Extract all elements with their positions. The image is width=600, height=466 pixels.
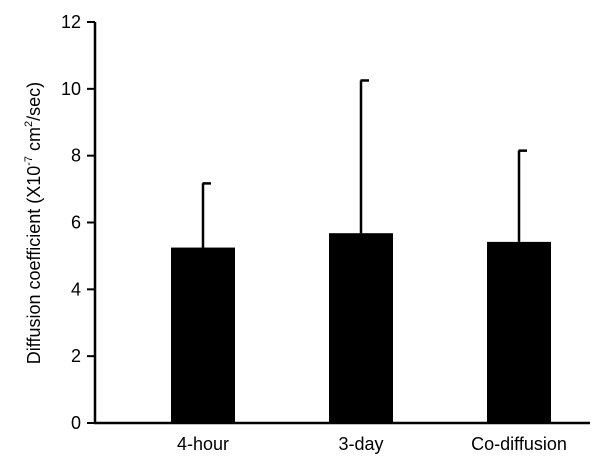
x-category-labels: 4-hour 3-day Co-diffusion xyxy=(177,434,567,454)
bars-layer xyxy=(171,233,551,423)
y-ticks-layer: 0 2 4 6 8 10 12 xyxy=(61,12,95,433)
y-tick-label: 0 xyxy=(71,413,81,433)
x-category-label: Co-diffusion xyxy=(471,434,567,454)
bar xyxy=(171,247,235,423)
y-axis-label-unit: cm xyxy=(24,127,44,156)
y-axis-label-suffix: /sec) xyxy=(24,82,44,121)
y-tick-label: 4 xyxy=(71,279,81,299)
y-axis-label: Diffusion coefficient (X10-7 cm2/sec) xyxy=(23,82,44,364)
bar xyxy=(329,233,393,423)
y-tick-label: 2 xyxy=(71,346,81,366)
y-tick-label: 6 xyxy=(71,213,81,233)
x-category-label: 4-hour xyxy=(177,434,229,454)
y-tick-label: 10 xyxy=(61,79,81,99)
error-bars-layer xyxy=(201,79,527,248)
x-category-label: 3-day xyxy=(338,434,383,454)
y-axis-label-prefix: Diffusion coefficient (X10 xyxy=(24,166,44,364)
y-tick-label: 12 xyxy=(61,12,81,32)
y-axis-label-exponent-2: 2 xyxy=(23,121,35,127)
y-axis-label-exponent-1: -7 xyxy=(23,156,35,166)
bar xyxy=(487,241,551,423)
y-tick-label: 8 xyxy=(71,146,81,166)
